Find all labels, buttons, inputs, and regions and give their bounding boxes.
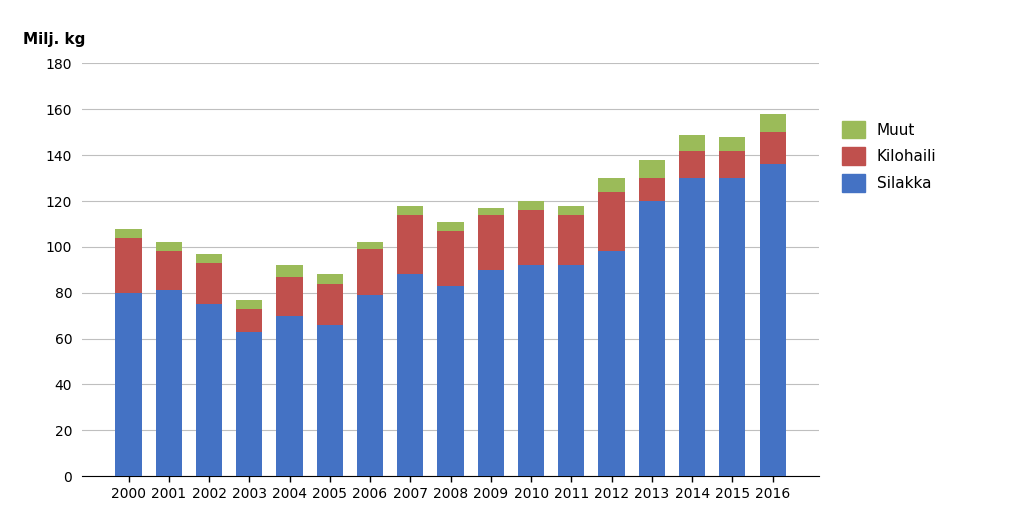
Bar [639, 160, 665, 178]
Bar [518, 201, 544, 210]
Bar [518, 210, 544, 265]
Bar [357, 242, 383, 249]
Bar [316, 284, 343, 325]
Bar [316, 275, 343, 284]
Bar [478, 270, 504, 476]
Bar [639, 178, 665, 201]
Bar [719, 151, 745, 178]
Bar [719, 137, 745, 151]
Bar [276, 265, 303, 277]
Bar [276, 277, 303, 316]
Bar [357, 295, 383, 476]
Bar [760, 165, 785, 476]
Bar [116, 293, 141, 476]
Bar [719, 178, 745, 476]
Bar [156, 242, 182, 251]
Bar [760, 114, 785, 132]
Bar [397, 215, 423, 275]
Bar [397, 206, 423, 215]
Bar [156, 251, 182, 290]
Bar [760, 132, 785, 165]
Bar [196, 304, 222, 476]
Bar [237, 299, 262, 309]
Bar [437, 231, 464, 286]
Bar [316, 325, 343, 476]
Bar [558, 206, 585, 215]
Bar [397, 275, 423, 476]
Bar [598, 178, 625, 192]
Bar [639, 201, 665, 476]
Bar [237, 332, 262, 476]
Legend: Muut, Kilohaili, Silakka: Muut, Kilohaili, Silakka [842, 121, 936, 192]
Bar [558, 265, 585, 476]
Bar [558, 215, 585, 265]
Bar [598, 192, 625, 251]
Bar [116, 229, 141, 238]
Bar [357, 249, 383, 295]
Bar [196, 263, 222, 304]
Bar [156, 290, 182, 476]
Bar [116, 238, 141, 293]
Bar [518, 265, 544, 476]
Bar [276, 316, 303, 476]
Bar [679, 178, 706, 476]
Bar [478, 215, 504, 270]
Bar [196, 254, 222, 263]
Bar [679, 134, 706, 151]
Bar [437, 222, 464, 231]
Bar [237, 309, 262, 332]
Bar [478, 208, 504, 215]
Bar [437, 286, 464, 476]
Bar [598, 251, 625, 476]
Text: Milj. kg: Milj. kg [23, 32, 85, 47]
Bar [679, 151, 706, 178]
